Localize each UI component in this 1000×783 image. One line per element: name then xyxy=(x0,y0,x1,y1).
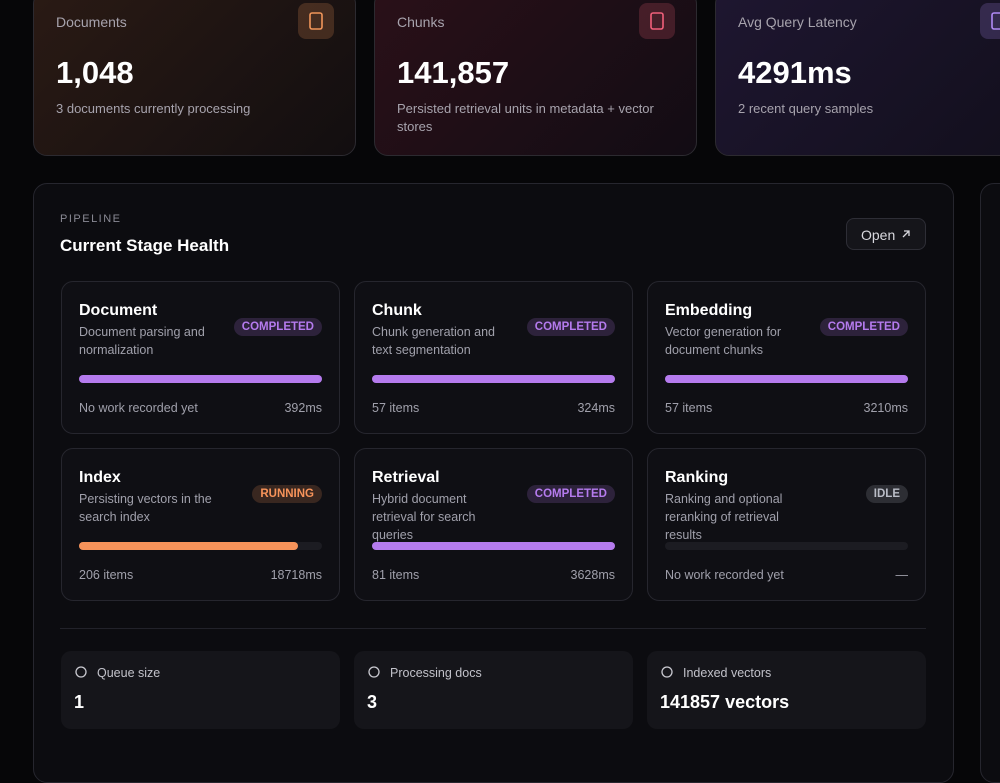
stage-card: Retrieval Hybrid document retrieval for s… xyxy=(354,448,633,601)
stage-name: Chunk xyxy=(372,302,422,319)
progress-track xyxy=(79,542,322,550)
stage-footer-left: No work recorded yet xyxy=(665,568,784,582)
progress-fill xyxy=(79,542,298,550)
stage-footer-left: 57 items xyxy=(665,401,713,415)
stat-icon xyxy=(980,3,1000,39)
stat-note: Persisted retrieval units in metadata + … xyxy=(397,101,654,134)
divider xyxy=(60,628,926,629)
progress-fill xyxy=(79,375,322,383)
stage-footer-right: 392ms xyxy=(284,401,322,415)
stage-name: Document xyxy=(79,302,158,319)
stage-name: Retrieval xyxy=(372,469,440,486)
progress-track xyxy=(665,542,908,550)
panel-title: Current Stage Health xyxy=(60,236,230,255)
status-badge: COMPLETED xyxy=(526,318,615,336)
arrow-icon xyxy=(902,230,910,238)
open-button[interactable]: Open xyxy=(846,218,926,250)
eyebrow: PIPELINE xyxy=(60,213,122,225)
progress-fill xyxy=(372,375,615,383)
open-label: Open xyxy=(861,227,896,243)
stat-label: Chunks xyxy=(397,14,445,30)
stage-description: Document parsing and normalization xyxy=(79,325,205,357)
stage-footer-right: 18718ms xyxy=(270,568,322,582)
stat-card: Documents 1,048 3 documents currently proc… xyxy=(33,0,356,156)
progress-track xyxy=(665,375,908,383)
status-badge: COMPLETED xyxy=(233,318,322,336)
stage-footer-left: 57 items xyxy=(372,401,420,415)
side-panel xyxy=(980,183,1000,783)
metric-card: Indexed vectors 141857 vectors xyxy=(647,651,926,729)
stage-card: Ranking Ranking and optional reranking of… xyxy=(647,448,926,601)
stage-card: Embedding Vector generation for document … xyxy=(647,281,926,434)
stage-card: Chunk Chunk generation and text segmentat… xyxy=(354,281,633,434)
stage-card: Document Document parsing and normalizati… xyxy=(61,281,340,434)
stat-note: 2 recent query samples xyxy=(738,101,874,116)
stage-card: Index Persisting vectors in the search in… xyxy=(61,448,340,601)
stat-value: 4291ms xyxy=(738,55,852,90)
stage-footer-left: No work recorded yet xyxy=(79,401,198,415)
stage-footer-left: 81 items xyxy=(372,568,420,582)
stat-icon xyxy=(298,3,334,39)
stat-label: Documents xyxy=(56,14,127,30)
progress-track xyxy=(372,542,615,550)
stage-description: Chunk generation and text segmentation xyxy=(372,325,496,357)
progress-track xyxy=(372,375,615,383)
page: Documents 1,048 3 documents currently proc… xyxy=(33,0,1000,783)
metric-label: Processing docs xyxy=(390,666,482,680)
stage-footer-right: 3628ms xyxy=(570,568,615,582)
metric-icon xyxy=(661,666,673,678)
stage-name: Ranking xyxy=(665,469,729,486)
stage-footer-right: 3210ms xyxy=(863,401,908,415)
stat-card: Chunks 141,857 Persisted retrieval units i… xyxy=(374,0,697,156)
metric-value: 3 xyxy=(367,692,378,712)
stage-footer-right: 324ms xyxy=(577,401,615,415)
stat-card: Avg Query Latency 4291ms 2 recent query sa… xyxy=(715,0,1000,156)
metric-icon xyxy=(75,666,87,678)
stat-icon xyxy=(639,3,675,39)
stage-footer-left: 206 items xyxy=(79,568,134,582)
stage-name: Index xyxy=(79,469,121,486)
metric-card: Processing docs 3 xyxy=(354,651,633,729)
progress-fill xyxy=(665,375,908,383)
progress-fill xyxy=(372,542,615,550)
stage-name: Embedding xyxy=(665,302,753,319)
metric-label: Indexed vectors xyxy=(683,666,772,680)
metric-value: 141857 vectors xyxy=(660,692,790,712)
status-badge: COMPLETED xyxy=(819,318,908,336)
status-badge: IDLE xyxy=(865,485,908,503)
stat-note: 3 documents currently processing xyxy=(56,101,251,116)
stage-description: Ranking and optional reranking of retrie… xyxy=(665,492,783,542)
stat-value: 141,857 xyxy=(397,55,510,90)
stat-label: Avg Query Latency xyxy=(738,14,857,30)
metric-value: 1 xyxy=(74,692,85,712)
stat-value: 1,048 xyxy=(56,55,134,90)
dashboard: Documents 1,048 3 documents currently proc… xyxy=(33,0,1000,783)
status-badge: RUNNING xyxy=(252,485,322,503)
status-badge: COMPLETED xyxy=(526,485,615,503)
stage-description: Persisting vectors in the search index xyxy=(79,492,212,524)
metric-label: Queue size xyxy=(97,666,161,680)
stage-footer-right: — xyxy=(895,568,909,582)
metric-card: Queue size 1 xyxy=(61,651,340,729)
metric-icon xyxy=(368,666,380,678)
stage-description: Vector generation for document chunks xyxy=(665,325,782,357)
stage-description: Hybrid document retrieval for search que… xyxy=(372,492,476,542)
progress-track xyxy=(79,375,322,383)
